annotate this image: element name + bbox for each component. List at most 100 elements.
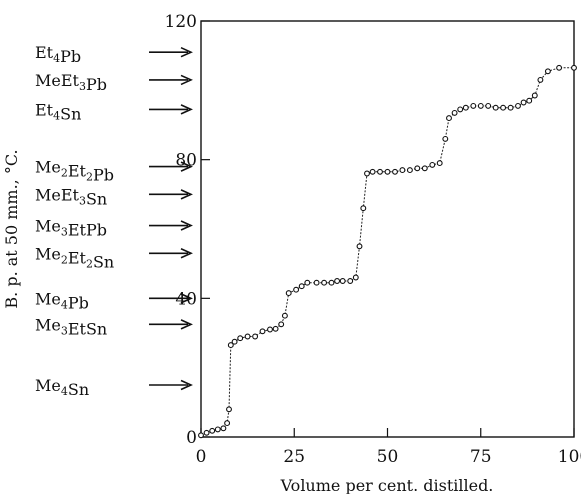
- arrow-head: [180, 319, 193, 330]
- x-axis-label: Volume per cent. distilled.: [280, 476, 494, 494]
- arrow-head: [180, 248, 193, 259]
- arrow-head: [180, 220, 193, 231]
- data-point: [231, 338, 238, 345]
- data-point: [369, 168, 376, 175]
- compound-label: MeEt3Sn: [35, 185, 107, 208]
- data-points: [198, 64, 577, 439]
- x-tick-label: 100: [558, 447, 581, 467]
- data-point: [492, 104, 499, 111]
- data-point: [203, 429, 210, 436]
- compound-label: Me4Sn: [35, 376, 89, 399]
- y-tick-label: 40: [175, 289, 197, 309]
- arrow-head: [180, 74, 193, 86]
- plot-frame: [200, 20, 575, 438]
- data-point: [377, 168, 383, 175]
- data-point: [451, 109, 458, 116]
- compound-label: Me2Et2Sn: [35, 244, 114, 271]
- data-point: [360, 205, 367, 212]
- data-point: [462, 104, 469, 111]
- compound-label: MeEt3Pb: [35, 71, 107, 94]
- compound-label: Me3EtSn: [35, 315, 107, 338]
- x-tick-label: 25: [283, 447, 305, 467]
- data-point: [209, 427, 216, 434]
- data-point: [537, 76, 544, 83]
- distillation-curve: [200, 67, 574, 436]
- x-tick-label: 50: [377, 447, 399, 467]
- data-point: [356, 243, 363, 250]
- data-point: [446, 115, 452, 122]
- data-point: [500, 104, 507, 111]
- data-point: [267, 326, 273, 333]
- data-point: [515, 102, 521, 109]
- data-point: [224, 420, 231, 427]
- data-point: [252, 333, 259, 340]
- y-tick-label: 120: [165, 12, 197, 32]
- arrow-head: [180, 293, 193, 304]
- data-point: [298, 283, 305, 290]
- arrow-head: [180, 104, 193, 115]
- data-point: [384, 168, 391, 175]
- data-point: [421, 165, 428, 172]
- data-point: [304, 279, 311, 286]
- data-point: [520, 99, 527, 106]
- data-point: [477, 102, 484, 109]
- x-tick-label: 0: [196, 447, 207, 467]
- arrow-head: [180, 161, 193, 172]
- data-point: [313, 279, 320, 286]
- data-point: [556, 64, 563, 71]
- data-point: [237, 335, 244, 342]
- x-tick-label: 75: [470, 447, 492, 467]
- compound-label: Me4Pb: [35, 289, 89, 312]
- data-point: [285, 290, 292, 297]
- data-point: [507, 104, 514, 111]
- data-point: [281, 312, 288, 319]
- y-tick-label: 0: [186, 428, 197, 448]
- data-point: [436, 160, 443, 167]
- data-point: [531, 92, 538, 99]
- data-point: [352, 274, 359, 281]
- data-point: [227, 342, 234, 349]
- data-point: [392, 168, 398, 175]
- compound-label: Me3EtPb: [35, 217, 107, 240]
- data-point: [526, 97, 533, 104]
- arrow-head: [180, 379, 193, 391]
- data-point: [399, 167, 406, 174]
- data-point: [429, 161, 436, 168]
- y-axis-ticks: 0 40 80 120: [165, 12, 210, 448]
- data-point: [571, 64, 577, 71]
- data-point: [214, 426, 221, 433]
- y-axis-label: B. p. at 50 mm., °C.: [2, 149, 21, 308]
- data-point: [339, 278, 346, 284]
- data-point: [442, 135, 449, 142]
- data-point: [244, 333, 251, 340]
- data-point: [457, 106, 464, 113]
- curve-line: [200, 67, 574, 436]
- y-tick-label: 80: [175, 151, 197, 171]
- data-point: [220, 425, 227, 432]
- data-point: [485, 102, 492, 109]
- compound-label: Et4Sn: [35, 100, 81, 123]
- arrow-head: [180, 189, 193, 200]
- data-point: [544, 68, 551, 75]
- data-point: [198, 432, 204, 439]
- compound-label: Me2Et2Pb: [35, 158, 114, 185]
- data-point: [321, 279, 328, 286]
- data-point: [259, 328, 266, 335]
- data-point: [278, 321, 285, 328]
- data-point: [328, 279, 335, 286]
- data-point: [226, 406, 232, 413]
- data-point: [414, 165, 421, 172]
- data-point: [293, 286, 300, 293]
- data-point: [347, 278, 354, 284]
- data-point: [470, 102, 477, 109]
- data-point: [364, 170, 370, 177]
- compound-label: Et4Pb: [35, 43, 81, 66]
- x-axis-ticks: 0 25 50 75 100: [196, 428, 581, 467]
- data-point: [272, 325, 279, 332]
- plot-area-border: [200, 20, 575, 438]
- arrow-head: [180, 46, 193, 58]
- data-point: [334, 278, 341, 284]
- data-point: [406, 167, 413, 174]
